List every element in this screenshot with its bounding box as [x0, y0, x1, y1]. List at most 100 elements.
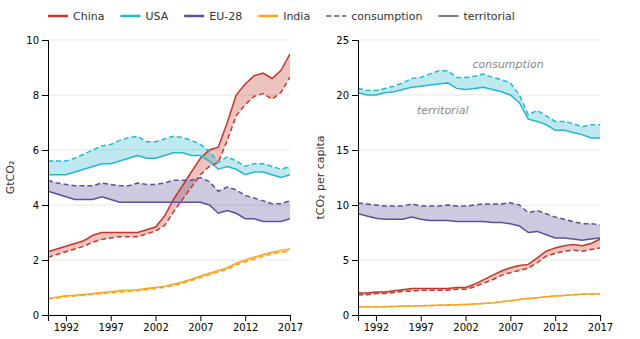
tick-mark [200, 315, 201, 321]
tick-label: 0 [33, 310, 39, 321]
tick-label: 4 [33, 200, 39, 211]
line [358, 294, 600, 307]
tick-mark [352, 205, 358, 206]
tick-label: 15 [336, 145, 349, 156]
tick: 2002 [453, 315, 478, 333]
legend-item: China [48, 10, 104, 23]
tick-label: 2017 [588, 322, 613, 333]
tick-mark [421, 315, 422, 321]
panel: 1992 1997 2002 2007 2012 2017 0 5 10 15 20 25 tCO₂ p… [314, 35, 613, 333]
line [358, 83, 600, 138]
legend-label: India [283, 10, 310, 23]
tick-label: 2007 [188, 322, 213, 333]
tick: 2007 [498, 315, 523, 333]
tick-label: 10 [336, 200, 349, 211]
legend-label: USA [145, 10, 168, 23]
tick-label: 2012 [233, 322, 258, 333]
tick-label: 8 [33, 90, 39, 101]
grid-line [48, 40, 290, 41]
legend: China USA EU-28 India consumption territorial [48, 10, 515, 23]
tick-mark [352, 260, 358, 261]
tick: 0 [343, 310, 358, 321]
tick-mark [42, 205, 48, 206]
line [358, 214, 600, 240]
plot-area [48, 54, 290, 299]
tick-mark [352, 40, 358, 41]
tick: 10 [26, 35, 48, 46]
line [48, 54, 290, 252]
legend-label: territorial [463, 10, 514, 23]
tick-label: 1992 [54, 322, 79, 333]
grid-line [358, 150, 600, 151]
panel: 1992 1997 2002 2007 2012 2017 0 2 4 6 8 10 GtCO₂ [4, 35, 303, 333]
tick-label: 2012 [543, 322, 568, 333]
tick: 4 [33, 200, 48, 211]
legend-swatch [258, 15, 278, 18]
line [358, 294, 600, 307]
tick: 20 [336, 90, 358, 101]
band [358, 294, 600, 307]
tick-mark [510, 315, 511, 321]
legend-item: territorial [438, 10, 514, 23]
grid [358, 40, 600, 315]
legend-swatch [120, 15, 140, 18]
y-axis: 0 5 10 15 20 25 [336, 35, 358, 321]
tick: 2017 [588, 315, 613, 333]
tick-mark [600, 315, 601, 321]
legend-swatch [184, 15, 204, 18]
y-axis-label: GtCO₂ [4, 161, 17, 195]
line [358, 203, 600, 225]
tick: 25 [336, 35, 358, 46]
axis-line [359, 316, 601, 322]
tick-label: 20 [336, 90, 349, 101]
tick: 1997 [99, 315, 124, 333]
tick-mark [42, 95, 48, 96]
tick-mark [376, 315, 377, 321]
grid-line [358, 95, 600, 96]
tick-mark [42, 315, 48, 316]
tick-label: 2 [33, 255, 39, 266]
plot-area [358, 71, 600, 307]
tick-label: 2017 [278, 322, 303, 333]
tick-mark [245, 315, 246, 321]
grid-line [358, 260, 600, 261]
band [48, 249, 290, 299]
line [48, 249, 290, 299]
tick-label: 6 [33, 145, 39, 156]
legend-item: EU-28 [184, 10, 242, 23]
line [48, 77, 290, 257]
band [358, 239, 600, 295]
chart: 1992 1997 2002 2007 2012 2017 0 2 4 6 8 10 GtCO₂ Chin… [0, 0, 640, 339]
tick: 1992 [364, 315, 389, 333]
y-axis: 0 2 4 6 8 10 [26, 35, 48, 321]
tick: 2 [33, 255, 48, 266]
tick: 2012 [233, 315, 258, 333]
legend-swatch [438, 15, 458, 17]
tick-label: 1997 [409, 322, 434, 333]
grid-line [358, 40, 600, 41]
tick: 0 [33, 310, 48, 321]
legend-label: EU-28 [209, 10, 242, 23]
line [48, 251, 290, 299]
legend-label: China [73, 10, 104, 23]
band [358, 203, 600, 240]
band [48, 54, 290, 258]
tick-label: 2007 [498, 322, 523, 333]
line [48, 153, 290, 178]
tick-mark [42, 40, 48, 41]
band [48, 136, 290, 177]
grid [48, 40, 290, 315]
legend-label: consumption [351, 10, 422, 23]
y-axis-label: tCO₂ per capita [314, 135, 327, 219]
line [48, 191, 290, 221]
line [48, 178, 290, 204]
band [358, 71, 600, 138]
tick: 1997 [409, 315, 434, 333]
tick: 5 [343, 255, 358, 266]
tick-label: 10 [26, 35, 39, 46]
tick: 2007 [188, 315, 213, 333]
legend-item: USA [120, 10, 168, 23]
tick-label: 2002 [143, 322, 168, 333]
tick: 10 [336, 200, 358, 211]
tick-mark [466, 315, 467, 321]
